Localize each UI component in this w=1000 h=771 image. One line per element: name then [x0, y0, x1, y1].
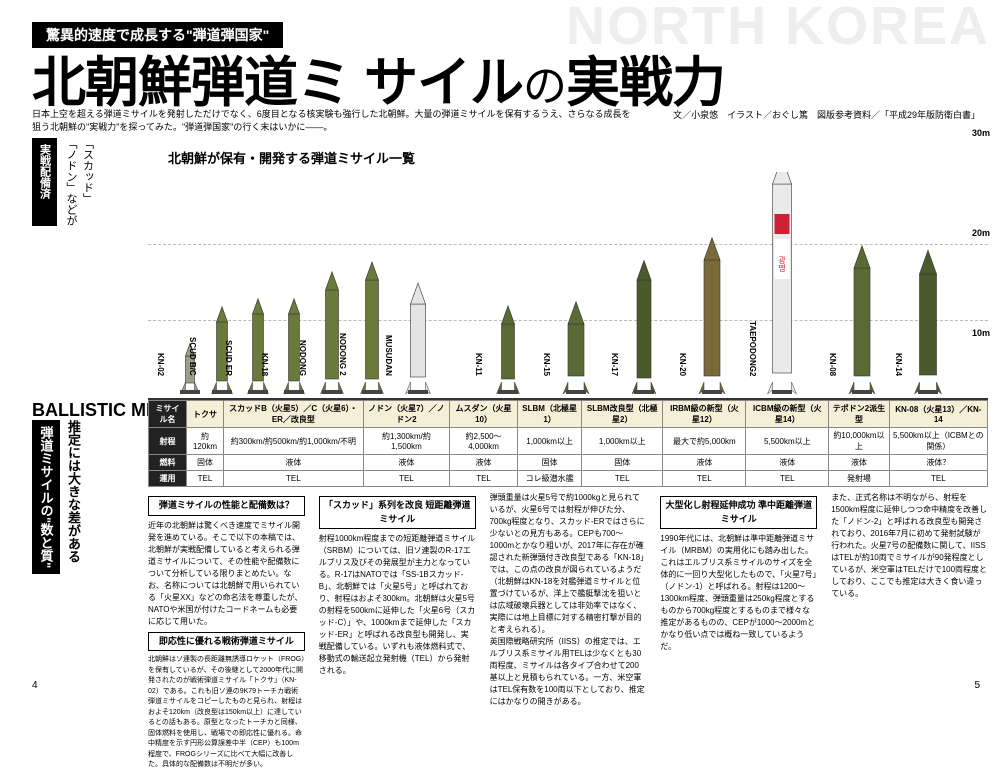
- body-col-4: 大型化し射程延伸成功 準中距離弾道ミサイル 1990年代には、北朝鮮は準中距離弾…: [660, 492, 817, 771]
- missile-kn-14: KN-14: [908, 172, 948, 396]
- missile-musudan: MUSUDAN: [398, 172, 438, 396]
- missile-kn-17: KN-17: [624, 172, 664, 396]
- body-col-1: 弾道ミサイルの性能と配備数は？ 近年の北朝鮮は驚くべき速度でミサイル開発を進めて…: [148, 492, 305, 771]
- left-sub-column: 弾道ミサイルの"数と質" 推定には大きな差がある: [32, 420, 140, 574]
- body-p3: 射程1000km程度までの短距離弾道ミサイル（SRBM）については、旧ソ連製のR…: [319, 533, 476, 677]
- body-p7: また、正式名称は不明ながら、射程を1500km程度に延伸しつつ命中精度を改善した…: [831, 492, 988, 600]
- left-black-1: 実戦配備済: [32, 138, 57, 226]
- missile-kn-11: KN-11: [488, 172, 528, 396]
- body-h3: 「スカッド」系列を改良 短距離弾道ミサイル: [319, 496, 476, 529]
- missile-kn-20: KN-20: [692, 172, 732, 396]
- missile-kn-15: KN-15: [556, 172, 596, 396]
- missile-kn-08: KN-08: [842, 172, 882, 396]
- left-text-1: 「スカッド」「ノドン」などが: [63, 138, 96, 226]
- body-p1: 近年の北朝鮮は驚くべき速度でミサイル開発を進めている。そこで以下の本稿では、北朝…: [148, 520, 305, 628]
- body-p4: 弾頭重量は火星5号で約1000kgと見られているが、火星6号では射程が伸びた分、…: [490, 492, 647, 636]
- credit-line: 文／小泉悠 イラスト／おぐし篤 図版参考資料／「平成29年版防衛白書」: [673, 108, 980, 121]
- headline-b: サイル: [364, 53, 523, 113]
- left-sub-black: 弾道ミサイルの"数と質": [32, 420, 60, 574]
- page-number-right: 5: [974, 680, 980, 691]
- body-h1: 弾道ミサイルの性能と配備数は？: [148, 496, 305, 516]
- body-p6: 1990年代には、北朝鮮は準中距離弾道ミサイル（MRBM）の実用化にも踏み出した…: [660, 533, 817, 653]
- headline-c: の: [523, 62, 566, 111]
- missile-scud b/c: SCUD B/C: [202, 172, 242, 396]
- missile-chart: KN-02SCUD B/CSCUD ERKN-18NODONGNODONG 2M…: [148, 168, 988, 400]
- scale-30m: 30m: [972, 128, 990, 138]
- body-col-5: また、正式名称は不明ながら、射程を1500km程度に延伸しつつ命中精度を改善した…: [831, 492, 988, 771]
- body-h2: 即応性に優れる戦術弾道ミサイル: [148, 632, 305, 652]
- chart-title: 北朝鮮が保有・開発する弾道ミサイル一覧: [168, 148, 415, 167]
- body-h4: 大型化し射程延伸成功 準中距離弾道ミサイル: [660, 496, 817, 529]
- body-text: 弾道ミサイルの性能と配備数は？ 近年の北朝鮮は驚くべき速度でミサイル開発を進めて…: [148, 492, 988, 771]
- sub-headline: 日本上空を超える弾道ミサイルを発射しただけでなく、6度目となる核実験も強行した北…: [32, 108, 632, 133]
- missile-taepodong2: 광명TAEPODONG2: [762, 172, 802, 396]
- left-sub-text: 推定には大きな差がある: [64, 420, 84, 574]
- left-column: 実戦配備済 「スカッド」「ノドン」などが: [32, 138, 140, 226]
- headline: 北朝鮮弾道ミ サイルの実戦力: [32, 38, 990, 117]
- body-p5: 英国際戦略研究所（IISS）の推定では、エルブリス系ミサイル用TELは少なくとも…: [490, 636, 647, 708]
- missile-data-table: ミサイル名トクサスカッドB（火星5）／C（火星6）・ER／改良型ノドン（火星7）…: [148, 400, 988, 487]
- svg-text:광명: 광명: [777, 255, 786, 272]
- page-number-left: 4: [32, 680, 38, 691]
- missile-kn-18: KN-18: [274, 172, 314, 396]
- body-col-2: 「スカッド」系列を改良 短距離弾道ミサイル 射程1000km程度までの短距離弾道…: [319, 492, 476, 771]
- body-p2: 北朝鮮はソ連製の長距離無誘導ロケット（FROG）を保有しているが、その後継として…: [148, 655, 305, 771]
- headline-a: 北朝鮮弾道ミ: [32, 53, 350, 113]
- headline-d: 実戦力: [566, 53, 725, 113]
- body-col-3: 弾頭重量は火星5号で約1000kgと見られているが、火星6号では射程が伸びた分、…: [490, 492, 647, 771]
- missile-scud er: SCUD ER: [238, 172, 278, 396]
